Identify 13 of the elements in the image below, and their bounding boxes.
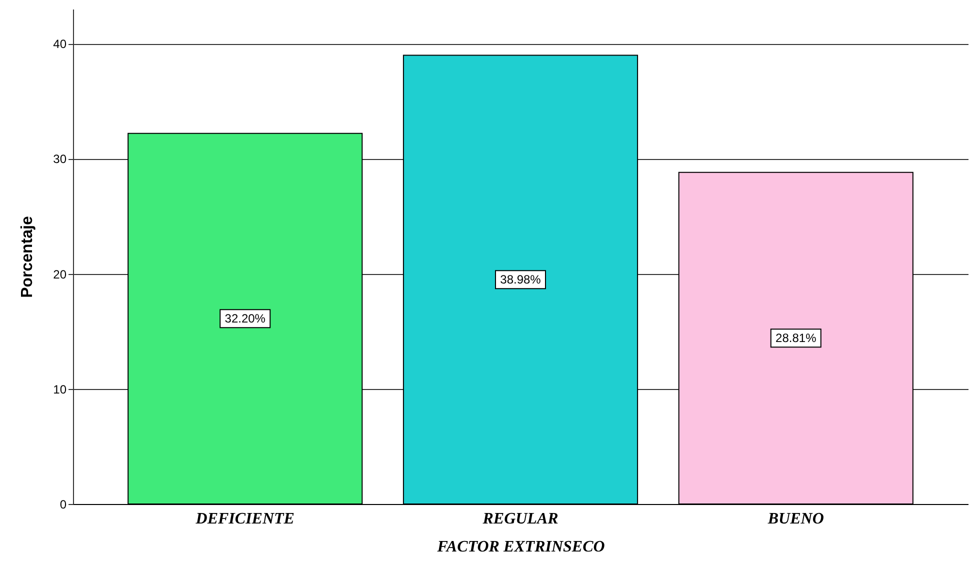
data-label: 32.20% <box>224 312 266 326</box>
x-axis-title: FACTOR EXTRINSECO <box>436 538 606 556</box>
y-tick-label: 30 <box>53 152 67 166</box>
data-label: 38.98% <box>500 272 542 287</box>
x-tick-label: REGULAR <box>482 510 559 528</box>
y-tick-label: 20 <box>53 267 67 282</box>
y-tick-label: 10 <box>53 382 67 396</box>
y-axis-title: Porcentaje <box>19 216 36 298</box>
x-tick-label: BUENO <box>766 510 824 528</box>
y-tick-label: 0 <box>60 498 67 512</box>
data-label: 28.81% <box>776 331 817 346</box>
x-tick-label: DEFICIENTE <box>194 510 294 528</box>
y-tick-label: 40 <box>53 37 67 52</box>
